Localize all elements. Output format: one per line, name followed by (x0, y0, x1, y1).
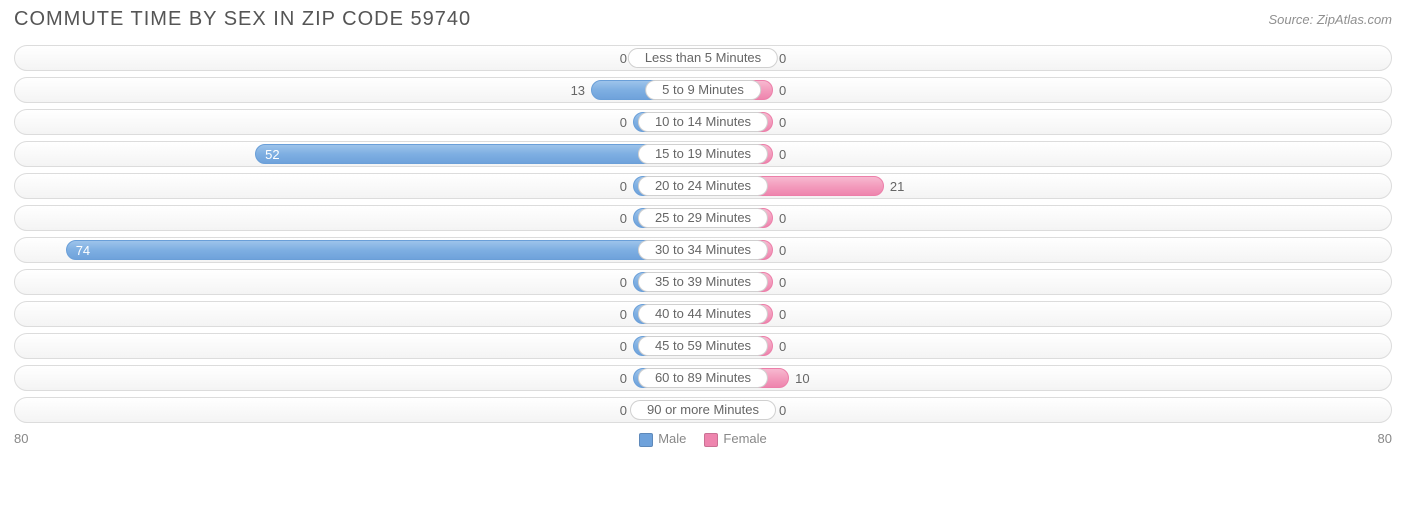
female-value-label: 0 (779, 238, 786, 264)
female-value-label: 0 (779, 302, 786, 328)
male-value-label: 0 (620, 366, 627, 392)
female-value-label: 0 (779, 110, 786, 136)
legend-item: Female (704, 431, 766, 447)
female-value-label: 0 (779, 270, 786, 296)
legend-swatch (704, 433, 718, 447)
legend: Male Female (639, 431, 767, 447)
category-label: 20 to 24 Minutes (638, 176, 768, 196)
male-value-label: 0 (620, 334, 627, 360)
male-value-label: 0 (620, 174, 627, 200)
female-value-label: 21 (890, 174, 904, 200)
male-value-label: 52 (255, 142, 703, 168)
female-value-label: 10 (795, 366, 809, 392)
chart-row: 35 to 39 Minutes 0 0 (14, 269, 1392, 295)
female-value-label: 0 (779, 78, 786, 104)
header: COMMUTE TIME BY SEX IN ZIP CODE 59740 So… (14, 8, 1392, 31)
chart-row: 60 to 89 Minutes 0 10 (14, 365, 1392, 391)
female-value-label: 0 (779, 142, 786, 168)
category-label: 5 to 9 Minutes (645, 80, 761, 100)
category-label: 35 to 39 Minutes (638, 272, 768, 292)
male-value-label: 0 (620, 206, 627, 232)
female-value-label: 0 (779, 398, 786, 424)
chart-row: 5 to 9 Minutes 13 0 (14, 77, 1392, 103)
category-label: 15 to 19 Minutes (638, 144, 768, 164)
axis-right-label: 80 (1378, 431, 1392, 446)
female-value-label: 0 (779, 334, 786, 360)
chart-container: COMMUTE TIME BY SEX IN ZIP CODE 59740 So… (0, 0, 1406, 523)
category-label: 60 to 89 Minutes (638, 368, 768, 388)
category-label: 45 to 59 Minutes (638, 336, 768, 356)
male-value-label: 74 (66, 238, 703, 264)
category-label: 30 to 34 Minutes (638, 240, 768, 260)
male-value-label: 0 (620, 398, 627, 424)
chart-row: 45 to 59 Minutes 0 0 (14, 333, 1392, 359)
chart-row: 15 to 19 Minutes52 0 (14, 141, 1392, 167)
male-value-label: 0 (620, 270, 627, 296)
legend-item: Male (639, 431, 686, 447)
male-value-label: 0 (620, 110, 627, 136)
category-label: Less than 5 Minutes (628, 48, 778, 68)
chart-row: 20 to 24 Minutes 0 21 (14, 173, 1392, 199)
chart-row: 30 to 34 Minutes74 0 (14, 237, 1392, 263)
legend-swatch (639, 433, 653, 447)
category-label: 90 or more Minutes (630, 400, 776, 420)
chart-row: 10 to 14 Minutes 0 0 (14, 109, 1392, 135)
chart-row: 90 or more Minutes0 0 (14, 397, 1392, 423)
chart-source: Source: ZipAtlas.com (1268, 12, 1392, 27)
male-value-label: 13 (571, 78, 585, 104)
female-value-label: 0 (779, 46, 786, 72)
category-label: 40 to 44 Minutes (638, 304, 768, 324)
legend-label: Female (723, 431, 766, 446)
chart-footer: 80 Male Female 80 (14, 431, 1392, 447)
chart-row: Less than 5 Minutes0 0 (14, 45, 1392, 71)
male-value-label: 0 (620, 46, 627, 72)
chart-row: 40 to 44 Minutes 0 0 (14, 301, 1392, 327)
male-value-label: 0 (620, 302, 627, 328)
axis-left-label: 80 (14, 431, 28, 446)
category-label: 10 to 14 Minutes (638, 112, 768, 132)
legend-label: Male (658, 431, 686, 446)
chart-rows: Less than 5 Minutes005 to 9 Minutes13010… (14, 45, 1392, 423)
category-label: 25 to 29 Minutes (638, 208, 768, 228)
chart-row: 25 to 29 Minutes 0 0 (14, 205, 1392, 231)
chart-title: COMMUTE TIME BY SEX IN ZIP CODE 59740 (14, 8, 471, 31)
female-value-label: 0 (779, 206, 786, 232)
